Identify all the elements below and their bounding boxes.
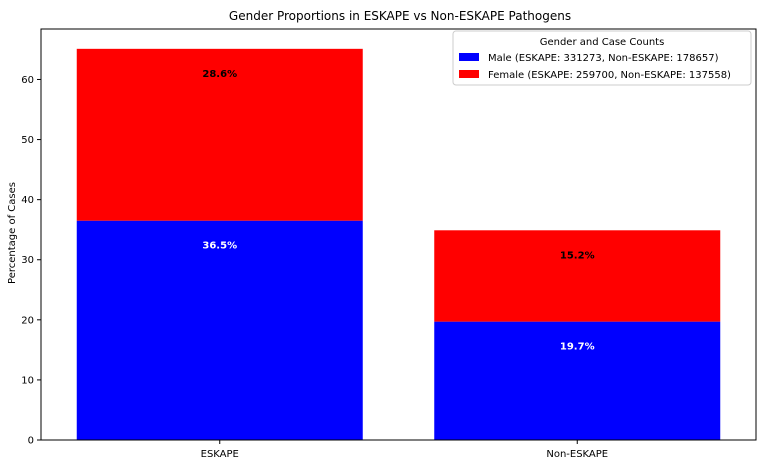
y-tick-label: 20 — [21, 315, 34, 326]
bar-male-non-eskape — [434, 322, 720, 440]
legend-swatch-male — [459, 53, 479, 61]
bar-label-male-eskape: 36.5% — [202, 241, 237, 252]
y-axis-ticks: 0 10 20 30 40 50 60 — [21, 75, 41, 447]
bar-label-female-non-eskape: 15.2% — [560, 250, 595, 261]
y-tick-label: 0 — [28, 436, 34, 447]
x-tick-label: Non-ESKAPE — [546, 449, 608, 460]
legend-title: Gender and Case Counts — [540, 37, 665, 48]
bar-label-male-non-eskape: 19.7% — [560, 342, 595, 353]
x-tick-label: ESKAPE — [201, 449, 239, 460]
y-tick-label: 50 — [21, 135, 34, 146]
legend-swatch-female — [459, 70, 479, 78]
y-tick-label: 30 — [21, 255, 34, 266]
y-tick-label: 60 — [21, 75, 34, 86]
chart-title: Gender Proportions in ESKAPE vs Non-ESKA… — [229, 9, 571, 23]
legend-label-male: Male (ESKAPE: 331273, Non-ESKAPE: 178657… — [488, 53, 719, 64]
y-tick-label: 10 — [21, 375, 34, 386]
legend: Gender and Case Counts Male (ESKAPE: 331… — [453, 31, 751, 85]
x-axis-ticks: ESKAPE Non-ESKAPE — [201, 440, 609, 460]
y-axis-label: Percentage of Cases — [7, 182, 18, 284]
bars-layer — [77, 49, 721, 440]
legend-label-female: Female (ESKAPE: 259700, Non-ESKAPE: 1375… — [488, 70, 731, 81]
y-tick-label: 40 — [21, 195, 34, 206]
bar-female-non-eskape — [434, 230, 720, 321]
bar-male-eskape — [77, 221, 363, 440]
bar-label-female-eskape: 28.6% — [202, 69, 237, 80]
